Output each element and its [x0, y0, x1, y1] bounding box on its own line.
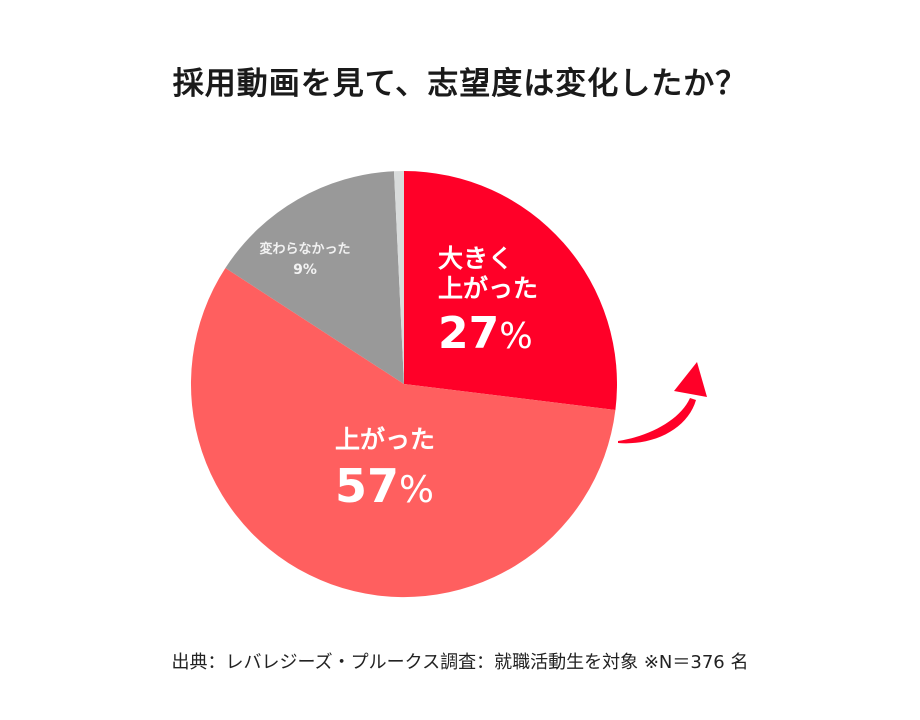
label-unchanged-text: 変わらなかった	[259, 242, 351, 257]
slice-up	[190, 268, 616, 598]
slice-big-up	[404, 171, 617, 410]
curved-up-arrow-icon	[618, 362, 707, 444]
label-up-text: 上がった	[335, 425, 436, 454]
value-unchanged: 9%	[293, 261, 317, 278]
chart-title: 採用動画を見て、志望度は変化したか？	[172, 66, 748, 102]
value-up: 57%	[335, 459, 434, 513]
label-big-up-line2: 上がった	[438, 274, 539, 303]
slice-other	[394, 170, 404, 384]
value-big-up: 27%	[438, 308, 533, 359]
label-up: 上がった 57%	[320, 425, 475, 514]
label-big-up-line1: 大きく	[438, 244, 514, 273]
slice-unchanged	[225, 171, 404, 384]
label-unchanged: 変わらなかった 9%	[250, 242, 360, 278]
label-big-up: 大きく 上がった 27%	[438, 244, 568, 361]
source-note: 出典：レバレジーズ・プルークス調査：就職活動生を対象 ※N＝376 名	[171, 652, 749, 673]
